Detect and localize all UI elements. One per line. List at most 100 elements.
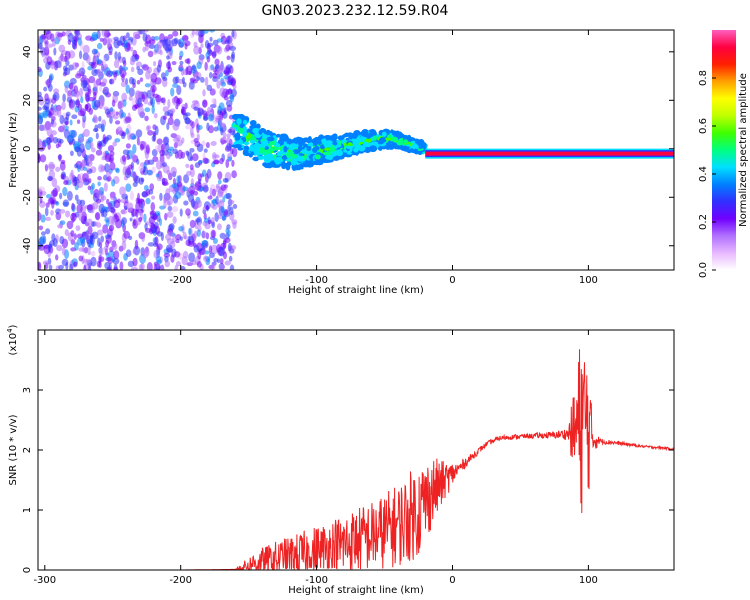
spectrogram-cell (88, 177, 92, 184)
spectrogram-cell (103, 174, 108, 181)
spectrogram-cell (166, 200, 171, 206)
spectrogram-cell (106, 175, 112, 182)
spectrogram-cell (217, 171, 223, 180)
spectrogram-cell (116, 126, 123, 135)
spectrogram-cell (113, 266, 119, 270)
spectrogram-cell (256, 155, 265, 160)
spectrogram-cell (153, 249, 160, 259)
spectrogram-cell (347, 142, 353, 147)
spectrogram-cell (162, 76, 168, 82)
spectrogram-cell (112, 242, 118, 251)
spectrogram-cell (362, 141, 369, 147)
spectrogram-cell (151, 105, 155, 115)
spectrogram-cell (220, 81, 226, 87)
spectrogram-cell (122, 60, 127, 67)
spectrogram-cell (96, 229, 104, 236)
spectrogram-cell (90, 250, 96, 257)
spectrogram-cell (97, 181, 101, 187)
spectrogram-cell (369, 145, 377, 153)
spectrogram-cell (117, 51, 121, 61)
spectrogram-cell (65, 210, 71, 218)
spectrogram-cell (110, 194, 115, 200)
spectrogram-cell (107, 256, 114, 265)
spectrogram-cell (66, 135, 74, 143)
spectrogram-y-tick-label: 20 (22, 94, 33, 107)
spectrogram-cell (180, 191, 185, 196)
spectrogram-cell (113, 59, 120, 69)
spectrogram-cell (126, 154, 131, 161)
spectrogram-cell (230, 78, 236, 86)
spectrogram-cell (138, 216, 143, 222)
spectrogram-cell (45, 30, 52, 41)
spectrogram-cell (108, 51, 113, 56)
spectrogram-cell (314, 154, 321, 160)
spectrogram-cell (301, 162, 310, 167)
spectrogram-cell (211, 230, 216, 238)
spectrogram-cell (294, 165, 302, 171)
spectrogram-cell (222, 251, 228, 260)
spectrogram-cell (214, 64, 219, 70)
spectrogram-cell (137, 192, 141, 203)
spectrogram-cell (64, 55, 68, 62)
spectrogram-cell (216, 214, 223, 219)
spectrogram-cell (38, 96, 45, 106)
snr-x-axis-label: Height of straight line (km) (288, 585, 424, 596)
spectrogram-cell (227, 205, 231, 212)
spectrogram-cell (38, 186, 45, 192)
spectrogram-cell (73, 89, 80, 98)
spectrogram-cell (167, 43, 172, 52)
spectrogram-cell (71, 202, 75, 211)
spectrogram-cell (204, 76, 209, 87)
spectrogram-cell (74, 194, 79, 201)
spectrogram-cell (44, 93, 49, 102)
spectrogram-cell (111, 216, 116, 226)
spectrogram-cell (190, 178, 194, 186)
spectrogram-cell (202, 89, 206, 97)
spectrogram-x-tick-label: -100 (305, 275, 328, 286)
spectrogram-cell (292, 149, 301, 155)
spectrogram-cell (139, 77, 144, 82)
spectrogram-cell (245, 132, 252, 140)
spectrogram-cell (170, 166, 177, 176)
spectrogram-cell (132, 257, 138, 267)
spectrogram-cell (82, 79, 88, 88)
spectrogram-cell (41, 140, 46, 150)
spectrogram-cell (226, 224, 231, 230)
spectrogram-cell (202, 116, 209, 121)
spectrogram-cell (197, 173, 202, 182)
spectrogram-cell (202, 206, 207, 212)
spectrogram-cell (141, 94, 145, 103)
spectrogram-cell (182, 231, 187, 240)
spectrogram-cell (166, 152, 171, 160)
spectrogram-cell (79, 87, 84, 98)
spectrogram-cell (45, 43, 49, 54)
spectrogram-cell (150, 202, 156, 212)
spectrogram-cell (156, 64, 162, 73)
spectrogram-cell (48, 264, 53, 270)
spectrogram-cell (48, 110, 52, 118)
spectrogram-cell (396, 139, 404, 146)
spectrogram-cell (123, 230, 131, 239)
spectrogram-cell (377, 146, 383, 151)
spectrogram-cell (155, 210, 161, 217)
spectrogram-cell (189, 147, 195, 153)
spectrogram-cell (71, 39, 77, 49)
spectrogram-cell (165, 69, 169, 77)
spectrogram-cell (42, 260, 50, 266)
spectrogram-cell (111, 70, 118, 75)
spectrogram-cell (175, 233, 182, 241)
spectrogram-cell (76, 237, 84, 246)
spectrogram-cell (172, 216, 177, 224)
spectrogram-cell (255, 123, 261, 130)
spectrogram-cell (175, 238, 180, 244)
spectrogram-cell (66, 220, 74, 230)
spectrogram-cell (152, 156, 159, 163)
spectrogram-cell (89, 141, 94, 149)
spectrogram-cell (131, 135, 137, 140)
spectrogram-cell (312, 160, 321, 166)
spectrogram-cell (102, 57, 107, 67)
spectrogram-cell (128, 87, 135, 97)
spectrogram-cell (216, 45, 223, 55)
spectrogram-cell (146, 89, 152, 99)
spectrogram-cell (233, 144, 242, 149)
